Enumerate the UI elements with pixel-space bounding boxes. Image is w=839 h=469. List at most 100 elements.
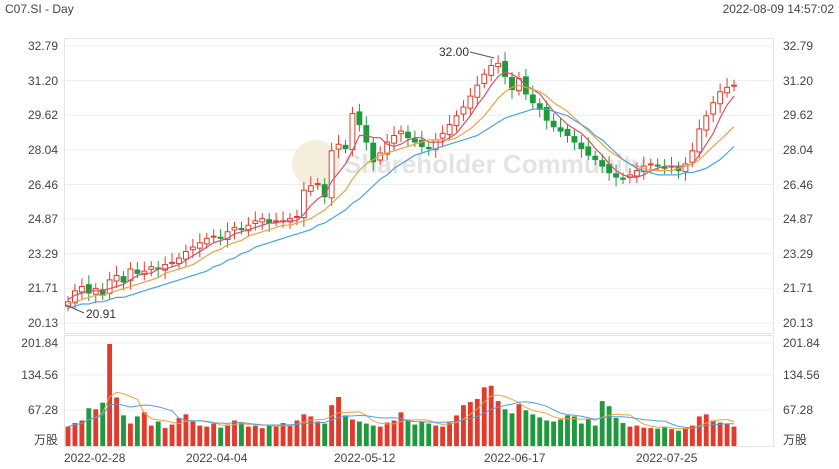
price-axis-label: 32.79 bbox=[783, 39, 814, 53]
chart-symbol-title: C07.SI - Day bbox=[5, 2, 74, 16]
volume-bar bbox=[544, 420, 550, 446]
candle-body bbox=[224, 231, 231, 240]
candle-body bbox=[724, 86, 730, 94]
ma-line-ma10 bbox=[67, 84, 735, 305]
volume-axis-label: 67.28 bbox=[27, 403, 58, 417]
volume-bar bbox=[634, 425, 640, 446]
candle-body bbox=[183, 250, 189, 260]
volume-bar bbox=[516, 404, 522, 446]
candle-body bbox=[169, 261, 175, 264]
x-tick-label: 2022-04-04 bbox=[186, 451, 248, 465]
volume-bar bbox=[419, 421, 425, 446]
ma-line-ma20 bbox=[67, 108, 735, 309]
volume-axis-label: 134.56 bbox=[783, 368, 820, 382]
volume-bar bbox=[717, 422, 723, 446]
volume-bar bbox=[134, 416, 140, 446]
x-tick-label: 2022-02-28 bbox=[64, 451, 126, 465]
volume-plot-area[interactable] bbox=[64, 335, 774, 447]
price-axis-label: 21.71 bbox=[783, 281, 814, 296]
candle-body bbox=[210, 235, 217, 238]
candle-body bbox=[259, 218, 266, 223]
candle-body bbox=[203, 237, 210, 245]
volume-bar bbox=[329, 405, 335, 446]
price-plot-area[interactable] bbox=[64, 38, 774, 334]
candle-body bbox=[113, 275, 120, 282]
candle-body bbox=[231, 226, 238, 231]
volume-bar bbox=[107, 343, 113, 446]
candle-body bbox=[467, 95, 474, 109]
candle-body bbox=[557, 127, 564, 132]
volume-bar bbox=[710, 420, 716, 446]
volume-bar bbox=[343, 415, 348, 446]
candle-body bbox=[363, 125, 370, 143]
candle-body bbox=[620, 177, 626, 180]
candle-body bbox=[453, 115, 460, 127]
volume-bar bbox=[440, 426, 446, 446]
price-axis-label: 23.29 bbox=[27, 246, 58, 261]
volume-bar bbox=[565, 415, 570, 446]
x-tick-label: 2022-07-25 bbox=[636, 451, 698, 465]
candle-body bbox=[543, 106, 550, 121]
low-price-annotation: 20.91 bbox=[86, 307, 117, 321]
volume-bar bbox=[495, 401, 501, 446]
volume-ma-line bbox=[67, 401, 734, 429]
volume-bar bbox=[315, 421, 321, 446]
candle-body bbox=[391, 134, 397, 144]
volume-bar bbox=[370, 425, 376, 446]
volume-bar bbox=[211, 423, 217, 446]
volume-bar bbox=[197, 425, 203, 446]
volume-axis-label: 201.84 bbox=[783, 336, 820, 350]
candle-body bbox=[731, 84, 737, 87]
volume-bar bbox=[377, 426, 383, 446]
volume-bar bbox=[350, 419, 355, 446]
volume-bar bbox=[426, 423, 432, 446]
candle-body bbox=[578, 142, 585, 150]
candle-body bbox=[405, 131, 411, 139]
volume-bar bbox=[606, 406, 612, 446]
candle-body bbox=[585, 146, 592, 156]
volume-bar bbox=[613, 417, 619, 446]
price-axis-label: 31.20 bbox=[27, 73, 58, 88]
volume-bar bbox=[259, 428, 265, 446]
price-axis-label: 29.62 bbox=[27, 108, 58, 123]
volume-bar bbox=[204, 426, 210, 446]
volume-bar bbox=[322, 423, 328, 446]
volume-bar bbox=[572, 416, 577, 446]
candle-body bbox=[356, 111, 363, 126]
volume-bar bbox=[683, 428, 688, 446]
candle-body bbox=[370, 142, 377, 163]
volume-bar bbox=[433, 425, 439, 446]
volume-bar bbox=[121, 415, 126, 446]
candle-body bbox=[502, 61, 508, 77]
volume-bar bbox=[72, 423, 78, 446]
price-axis-label: 28.04 bbox=[27, 142, 58, 157]
candle-body bbox=[106, 279, 113, 294]
volume-bar bbox=[155, 421, 161, 446]
volume-bar bbox=[225, 424, 230, 446]
price-axis-label: 24.87 bbox=[27, 212, 58, 227]
price-axis-label: 24.87 bbox=[783, 212, 814, 227]
volume-bar bbox=[724, 423, 730, 446]
volume-axis-label: 134.56 bbox=[21, 368, 58, 382]
volume-bar bbox=[245, 426, 251, 446]
candle-body bbox=[196, 242, 203, 249]
volume-bar bbox=[363, 423, 369, 446]
candle-body bbox=[509, 77, 515, 91]
volume-bar bbox=[627, 426, 633, 446]
volume-bar bbox=[558, 419, 563, 446]
volume-bar bbox=[620, 423, 626, 446]
candle-body bbox=[696, 128, 703, 153]
candle-body bbox=[474, 84, 481, 98]
volume-bar bbox=[537, 417, 543, 446]
low-annotation-leader bbox=[65, 304, 85, 314]
price-axis-label: 20.13 bbox=[27, 316, 58, 330]
candle-body bbox=[162, 264, 169, 271]
price-axis-label: 21.71 bbox=[27, 281, 58, 296]
volume-bar bbox=[162, 428, 168, 446]
price-axis-label: 31.20 bbox=[783, 73, 814, 88]
volume-bar bbox=[454, 415, 459, 446]
volume-bar bbox=[280, 423, 286, 446]
candle-body bbox=[384, 141, 391, 155]
volume-bar bbox=[128, 423, 133, 446]
volume-bar bbox=[703, 414, 709, 446]
